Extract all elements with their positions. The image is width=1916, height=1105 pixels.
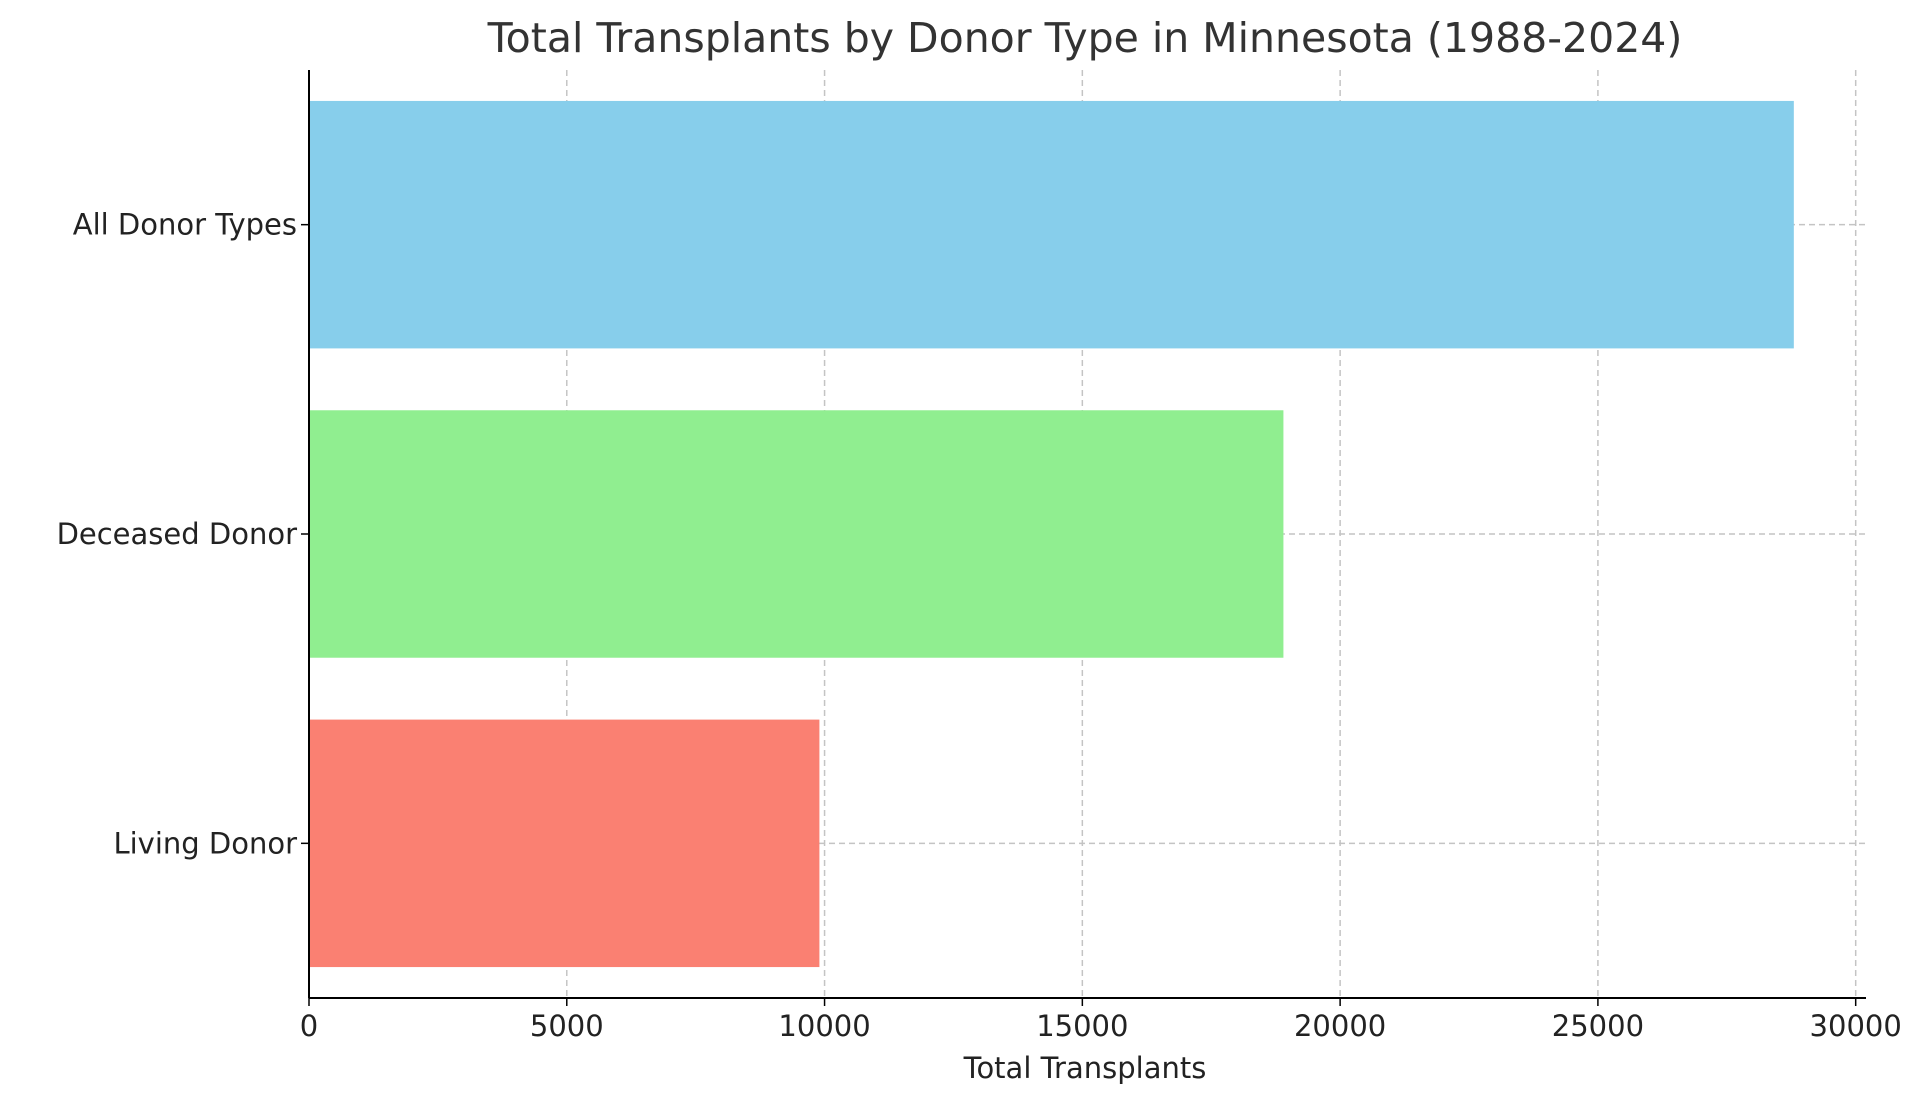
y-tick-label: Living Donor	[113, 826, 297, 860]
axes	[301, 70, 1866, 1006]
x-tick-label: 10000	[778, 1009, 870, 1043]
chart-title: Total Transplants by Donor Type in Minne…	[487, 14, 1683, 62]
x-tick-label: 20000	[1294, 1009, 1386, 1043]
bar-all-donor-types	[309, 100, 1794, 349]
y-tick-label: Deceased Donor	[57, 517, 298, 551]
tick-labels: 0 5000 10000 15000 20000 25000 30000 All Donor …	[57, 208, 1902, 1043]
x-tick-label: 0	[300, 1009, 318, 1043]
x-tick-label: 15000	[1036, 1009, 1128, 1043]
x-tick-label: 5000	[530, 1009, 604, 1043]
x-axis-label: Total Transplants	[963, 1051, 1207, 1085]
bar-living-donor	[309, 719, 820, 968]
x-tick-label: 30000	[1810, 1009, 1902, 1043]
bars	[309, 100, 1794, 968]
x-tick-label: 25000	[1552, 1009, 1644, 1043]
bar-deceased-donor	[309, 410, 1284, 658]
y-tick-label: All Donor Types	[73, 208, 297, 242]
